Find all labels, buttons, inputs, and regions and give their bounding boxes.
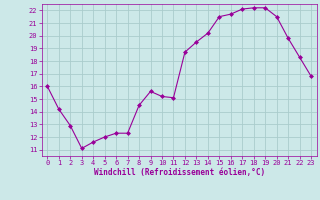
X-axis label: Windchill (Refroidissement éolien,°C): Windchill (Refroidissement éolien,°C) xyxy=(94,168,265,177)
